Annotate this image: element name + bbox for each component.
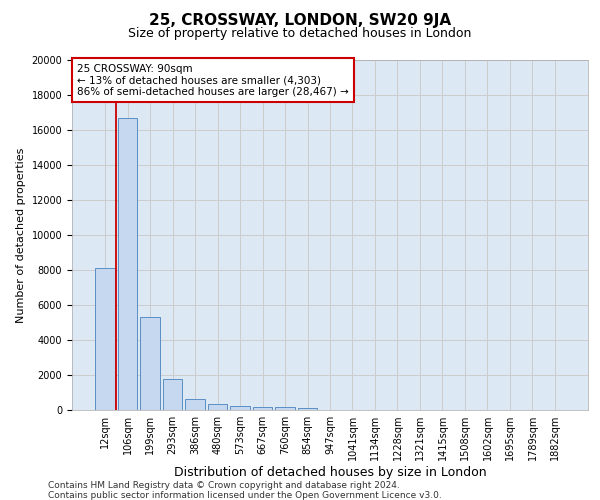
Bar xyxy=(208,404,227,410)
X-axis label: Distribution of detached houses by size in London: Distribution of detached houses by size … xyxy=(173,466,487,479)
Bar xyxy=(253,407,272,410)
Bar xyxy=(140,318,160,410)
Text: Contains public sector information licensed under the Open Government Licence v3: Contains public sector information licen… xyxy=(48,491,442,500)
Text: Size of property relative to detached houses in London: Size of property relative to detached ho… xyxy=(128,28,472,40)
Bar xyxy=(298,408,317,410)
Bar xyxy=(230,406,250,410)
Bar xyxy=(163,380,182,410)
Bar xyxy=(185,399,205,410)
Bar xyxy=(95,268,115,410)
Text: 25 CROSSWAY: 90sqm
← 13% of detached houses are smaller (4,303)
86% of semi-deta: 25 CROSSWAY: 90sqm ← 13% of detached hou… xyxy=(77,64,349,96)
Text: 25, CROSSWAY, LONDON, SW20 9JA: 25, CROSSWAY, LONDON, SW20 9JA xyxy=(149,12,451,28)
Text: Contains HM Land Registry data © Crown copyright and database right 2024.: Contains HM Land Registry data © Crown c… xyxy=(48,481,400,490)
Bar xyxy=(275,408,295,410)
Bar xyxy=(118,118,137,410)
Y-axis label: Number of detached properties: Number of detached properties xyxy=(16,148,26,322)
